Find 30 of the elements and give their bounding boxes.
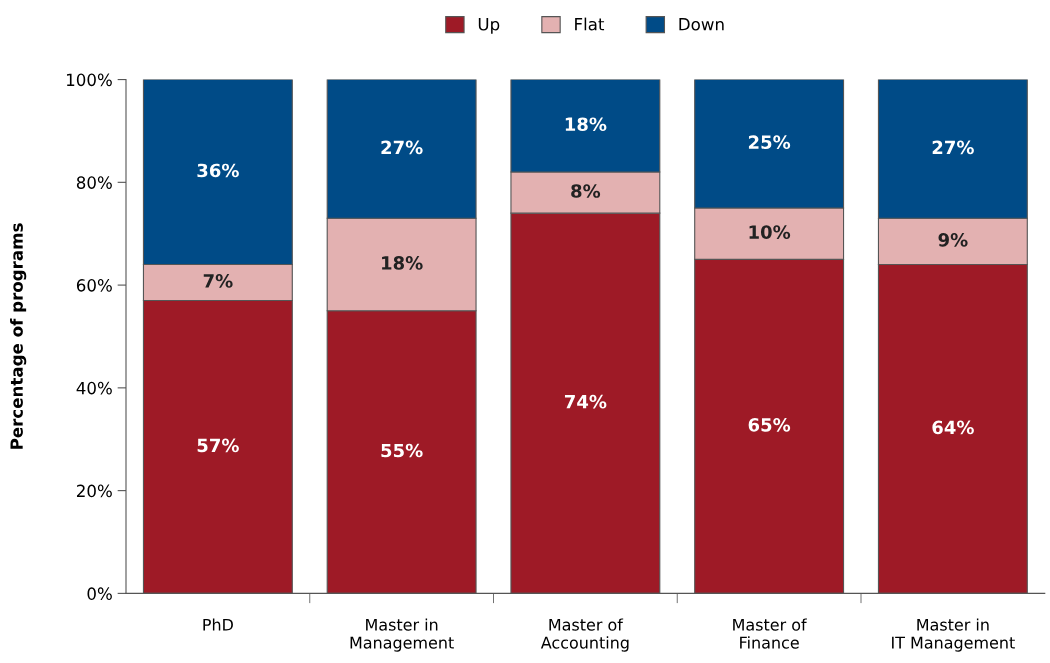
x-tick-label: PhD [203,618,233,631]
data-label: 27% [381,140,423,155]
data-label: 57% [197,438,239,453]
data-label: 9% [938,233,968,247]
x-tick-label: Master of Accounting [540,618,629,652]
y-tick-label: 100% [66,73,112,87]
legend-label: Down [679,18,724,31]
data-label: 65% [748,417,791,432]
data-label: 25% [748,135,791,150]
data-label: 64% [932,420,974,435]
data-label: 36% [197,163,239,178]
data-label: 8% [571,184,601,198]
data-label: 74% [564,394,607,409]
legend-label: Up [478,18,500,34]
x-tick-label: Master in IT Management [892,618,1015,652]
data-label: 7% [203,274,233,288]
y-tick-label: 20% [76,484,112,498]
y-tick-label: 60% [76,279,112,292]
y-tick-label: 40% [76,381,112,395]
data-label: 18% [382,256,423,270]
y-axis-title: Percentage of programs [10,223,27,449]
y-tick-label: 0% [87,587,112,600]
data-label: 18% [565,117,607,132]
y-tick-label: 80% [76,176,112,189]
x-tick-label: Master in Management [350,618,454,652]
legend-label: Flat [575,17,605,31]
data-label: 10% [749,225,791,239]
x-tick-label: Master of Finance [733,618,807,649]
data-label: 55% [381,443,423,458]
data-label: 27% [932,140,974,155]
